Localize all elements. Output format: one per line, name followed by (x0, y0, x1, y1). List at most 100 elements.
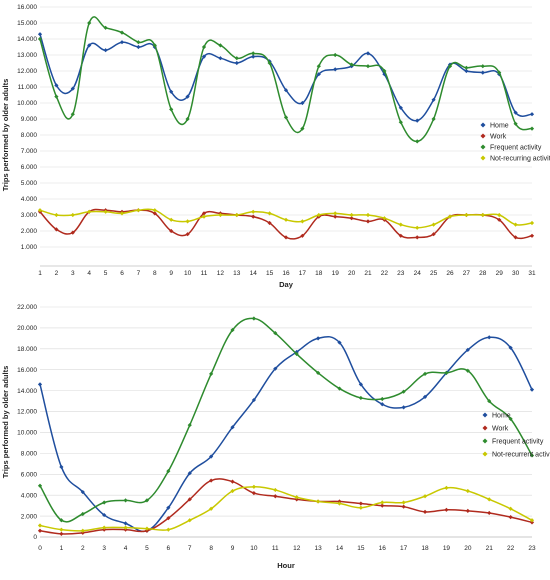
data-point (487, 510, 492, 516)
data-point (70, 230, 75, 235)
data-point (398, 120, 403, 125)
y-tick-label: 15.000 (17, 20, 37, 27)
data-point (365, 51, 371, 56)
x-tick-label: 10 (184, 270, 192, 277)
data-point (102, 500, 107, 505)
data-point (464, 212, 469, 218)
data-point (169, 89, 174, 94)
data-point (401, 504, 406, 509)
x-tick-label: 19 (443, 545, 451, 552)
y-tick-label: 5.000 (21, 180, 38, 187)
data-point (513, 222, 518, 227)
data-point (54, 227, 59, 232)
data-point (209, 478, 214, 483)
data-point (300, 126, 305, 131)
x-tick-label: 20 (464, 545, 472, 552)
data-point (166, 469, 171, 474)
x-tick-label: 11 (272, 545, 279, 552)
data-point (185, 232, 190, 237)
data-point (529, 233, 535, 238)
x-tick-label: 22 (381, 270, 389, 277)
x-tick-label: 9 (169, 270, 173, 277)
series-line (39, 33, 533, 122)
y-tick-label: 0 (33, 534, 37, 541)
x-tick-label: 31 (528, 270, 536, 277)
data-point (59, 531, 64, 536)
data-point (380, 500, 385, 505)
y-tick-label: 12.000 (17, 68, 37, 75)
data-point (365, 219, 371, 224)
data-point (59, 464, 64, 470)
y-tick-label: 3.000 (21, 212, 38, 219)
data-point (103, 209, 108, 214)
x-tick-label: 15 (357, 545, 365, 552)
data-point (294, 351, 299, 357)
data-point (119, 30, 125, 35)
data-point (380, 396, 385, 402)
data-point (513, 121, 518, 126)
data-point (480, 64, 485, 69)
data-point (37, 382, 43, 387)
x-tick-label: 7 (137, 270, 141, 277)
data-point (365, 212, 371, 218)
series-line (39, 486, 533, 532)
data-point (333, 214, 338, 219)
y-tick-label: 20.000 (17, 325, 37, 332)
series-frequent-activity (37, 16, 535, 144)
data-point (119, 40, 125, 45)
y-tick-label: 2.000 (21, 513, 38, 520)
data-point (464, 68, 469, 74)
x-tick-label: 9 (231, 545, 235, 552)
data-point (487, 497, 492, 502)
x-tick-label: 3 (71, 270, 75, 277)
x-tick-label: 16 (282, 270, 290, 277)
data-point (431, 116, 436, 122)
data-point (87, 20, 92, 26)
data-point (218, 56, 223, 61)
data-point (234, 56, 239, 61)
y-tick-label: 4.000 (21, 492, 38, 499)
legend-marker (482, 451, 488, 457)
legend-label: Home (490, 122, 509, 129)
series-line (39, 16, 533, 143)
data-point (144, 526, 150, 531)
data-point (80, 511, 85, 517)
data-point (103, 25, 108, 30)
data-point (103, 48, 108, 53)
data-point (398, 222, 403, 227)
data-point (283, 88, 289, 93)
data-point (123, 525, 128, 530)
data-point (273, 331, 278, 336)
data-point (267, 211, 272, 216)
data-point (333, 52, 338, 58)
x-tick-label: 13 (233, 270, 241, 277)
data-point (230, 327, 235, 333)
legend-marker (482, 425, 488, 431)
series-not-recurring-activity (37, 208, 535, 230)
chart-trips-by-hour: 0 2.000 4.000 6.000 8.000 10.000 12.000 14.000 1… (1, 304, 550, 570)
data-point (382, 68, 387, 74)
data-point (251, 490, 257, 496)
data-point (251, 214, 256, 219)
x-tick-label: 8 (153, 270, 157, 277)
data-point (54, 83, 59, 88)
data-point (444, 507, 449, 512)
x-tick-label: 14 (336, 545, 344, 552)
x-tick-label: 18 (421, 545, 429, 552)
x-tick-label: 6 (120, 270, 124, 277)
data-point (185, 116, 190, 122)
y-tick-label: 9.000 (21, 116, 38, 123)
x-tick-label: 12 (293, 545, 301, 552)
x-tick-label: 27 (463, 270, 471, 277)
data-point (230, 479, 235, 484)
series-line (39, 335, 533, 533)
legend-label: Frequent activity (492, 438, 544, 445)
data-point (251, 54, 256, 59)
data-point (169, 228, 174, 234)
legend-marker (480, 144, 486, 150)
x-tick-label: 1 (38, 270, 42, 277)
data-point (59, 527, 64, 532)
x-tick-label: 21 (364, 270, 372, 277)
x-tick-label: 23 (528, 545, 536, 552)
data-point (316, 64, 321, 69)
